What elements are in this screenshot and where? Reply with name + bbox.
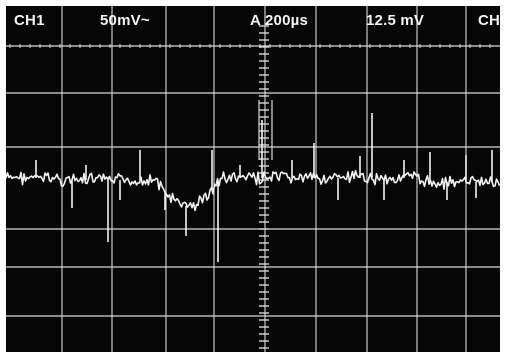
trigger-level-readout: 12.5 mV [366,12,425,29]
signal-spikes [35,113,493,262]
channel-right-label: CH [478,12,501,29]
time-per-div-readout: 200µs [265,12,309,29]
volts-per-div-readout: 50mV~ [100,12,150,29]
signal-trace [5,170,501,212]
channel-label: CH1 [14,12,45,29]
trigger-source-readout: A [250,12,262,29]
center-axis-ticks [9,25,491,349]
